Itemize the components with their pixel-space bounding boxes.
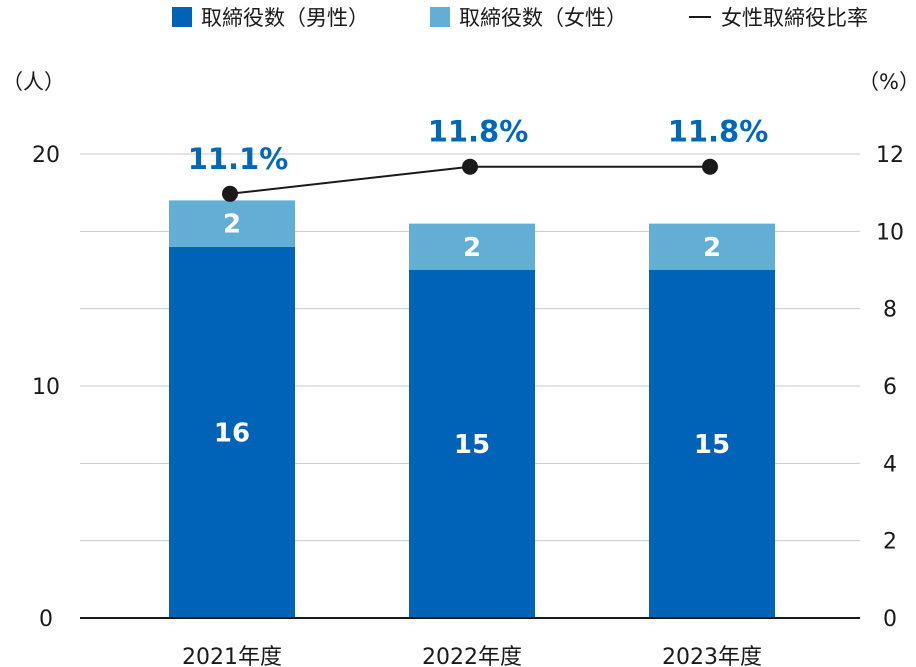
bar-male	[169, 246, 295, 619]
ratio-point	[702, 158, 718, 175]
category-label: 2022年度	[422, 645, 522, 667]
ratio-value-label: 11.1%	[188, 142, 289, 176]
bar-male-value-label: 16	[214, 418, 250, 448]
category-label: 2021年度	[182, 645, 282, 667]
bar-female-value-label: 2	[223, 210, 241, 240]
legend-male-label: 取締役数（男性）	[201, 6, 369, 30]
left-tick-label: 10	[32, 375, 60, 400]
ratio-point	[462, 158, 478, 175]
left-tick-label: 20	[32, 143, 60, 168]
bar-female	[409, 223, 535, 270]
legend-female-swatch	[430, 7, 450, 27]
legend: 取締役数（男性） 取締役数（女性） 女性取締役比率	[0, 2, 916, 32]
bar-female-value-label: 2	[703, 233, 721, 263]
right-tick-label: 12	[876, 143, 904, 168]
right-tick-label: 4	[883, 452, 897, 477]
left-tick-label: 0	[39, 607, 53, 632]
bar-male-value-label: 15	[694, 430, 730, 460]
ratio-point	[222, 185, 238, 202]
legend-ratio-label: 女性取締役比率	[721, 6, 868, 30]
right-axis-unit: （%）	[858, 70, 916, 94]
legend-female: 取締役数（女性）	[430, 2, 627, 32]
bar-female	[649, 223, 775, 270]
bar-male	[409, 270, 535, 618]
category-label: 2023年度	[662, 645, 762, 667]
right-tick-label: 2	[883, 530, 897, 555]
bar-male-value-label: 15	[454, 430, 490, 460]
legend-ratio: 女性取締役比率	[689, 2, 868, 32]
right-tick-label: 10	[876, 220, 904, 245]
left-axis-unit: （人）	[2, 70, 65, 94]
right-tick-label: 0	[883, 607, 897, 632]
bar-female	[169, 200, 295, 247]
legend-male: 取締役数（男性）	[172, 2, 369, 32]
legend-female-label: 取締役数（女性）	[459, 6, 627, 30]
legend-ratio-line	[689, 16, 711, 18]
ratio-value-label: 11.8%	[668, 115, 769, 149]
legend-male-swatch	[172, 7, 192, 27]
ratio-value-label: 11.8%	[428, 115, 529, 149]
right-tick-label: 6	[883, 375, 897, 400]
bar-male	[649, 270, 775, 618]
right-tick-label: 8	[883, 298, 897, 323]
bar-female-value-label: 2	[463, 233, 481, 263]
